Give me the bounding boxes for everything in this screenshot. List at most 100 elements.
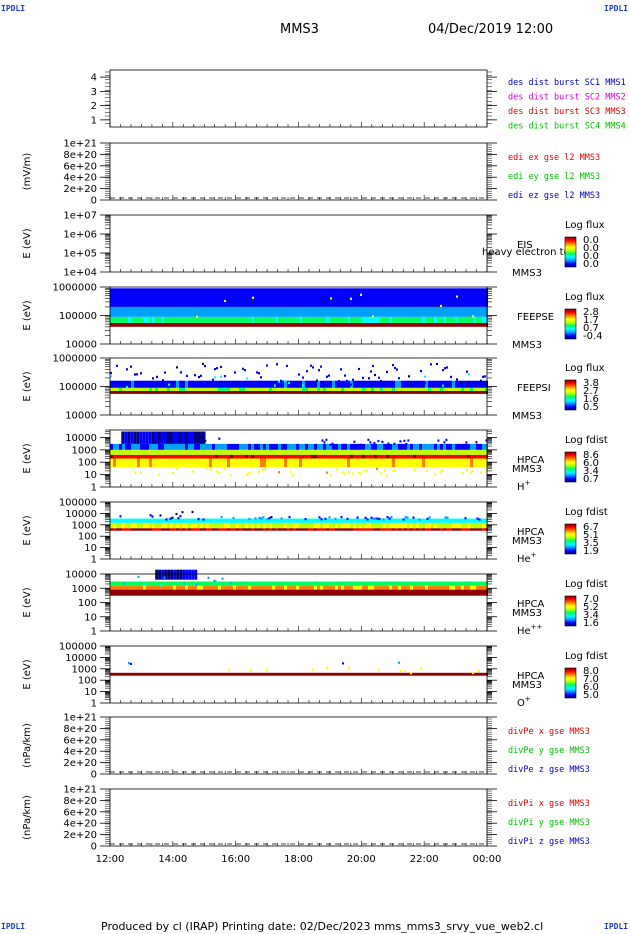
spectrogram-cell — [287, 528, 290, 531]
spectrogram-cell — [430, 363, 432, 366]
spectrogram-cell — [377, 443, 380, 450]
spectrogram-cell — [173, 380, 176, 388]
spectrogram-cell — [224, 672, 227, 676]
spectrogram-cell — [338, 390, 341, 394]
spectrogram-cell — [200, 458, 203, 468]
spectrogram-cell — [443, 518, 446, 523]
spectrogram-cell — [123, 582, 126, 585]
spectrogram-cell — [380, 306, 383, 317]
spectrogram-cell — [437, 449, 440, 455]
spectrogram-cell — [251, 581, 254, 586]
spectrogram-cell — [197, 390, 200, 394]
spectrogram-cell — [368, 288, 371, 307]
spectrogram-cell — [212, 443, 215, 450]
spectrogram-cell — [165, 518, 168, 521]
spectrogram-cell — [431, 589, 434, 596]
spectrogram-cell — [296, 528, 299, 531]
spectrogram-cell — [146, 454, 149, 459]
spectrogram-cell — [199, 431, 203, 444]
spectrogram-cell — [122, 322, 125, 327]
spectrogram-cell — [155, 288, 158, 307]
spectrogram-cell — [158, 454, 161, 459]
spectrogram-cell — [266, 443, 269, 450]
spectrogram-cell — [482, 454, 485, 459]
spectrogram-cell — [482, 316, 485, 323]
x-tick-label: 00:00 — [473, 854, 502, 865]
spectrogram-cell — [281, 380, 284, 388]
spectrogram-cell — [179, 454, 182, 459]
spectrogram-cell — [383, 390, 386, 394]
spectrogram-cell — [365, 528, 368, 531]
spectrogram-cell — [116, 322, 119, 327]
spectrogram-cell — [182, 380, 185, 388]
spectrogram-cell — [332, 581, 335, 586]
spectrogram-cell — [428, 518, 431, 523]
spectrogram-cell — [305, 581, 308, 586]
legend-entry: edi ex gse l2 MMS3 — [508, 153, 600, 163]
spectrogram-cell — [242, 367, 244, 370]
spacecraft-label: MMS3 — [512, 608, 542, 619]
spectrogram-cell — [248, 306, 251, 317]
legend-entry: edi ez gse l2 MMS3 — [508, 191, 600, 201]
spectrogram-cell — [293, 288, 296, 307]
spectrogram-cell — [188, 380, 191, 388]
spectrogram-cell — [372, 315, 374, 318]
spectrogram-cell — [284, 454, 287, 459]
spectrogram-cell — [464, 306, 467, 317]
spectrogram-cell — [404, 316, 407, 323]
spectrogram-cell — [314, 522, 317, 529]
spectrogram-cell — [185, 522, 188, 529]
spacecraft-label: MMS3 — [512, 680, 542, 691]
spectrogram-cell — [242, 585, 245, 590]
spectrogram-cell — [370, 516, 373, 519]
spectrogram-cell — [131, 528, 134, 531]
spectrogram-cell — [317, 589, 320, 596]
spectrogram-cell — [359, 288, 362, 307]
spectrogram-cell — [254, 585, 257, 590]
spectrogram-cell — [143, 322, 146, 327]
spectrogram-cell — [368, 589, 371, 596]
spectrogram-cell — [230, 522, 233, 529]
spectrogram-cell — [245, 585, 248, 590]
spectrogram-cell — [350, 306, 353, 317]
y-axis-label: E (eV) — [22, 371, 33, 401]
spectrogram-cell — [350, 672, 353, 676]
y-tick-label: 2 — [91, 101, 97, 112]
spectrogram-cell — [320, 449, 323, 455]
spectrogram-cell — [400, 669, 402, 673]
spectrogram-cell — [197, 581, 200, 586]
spectrogram-cell — [110, 322, 113, 327]
spectrogram-cell — [482, 589, 485, 596]
spectrogram-cell — [260, 585, 263, 590]
spectrogram-cell — [464, 672, 467, 676]
spectrogram-cell — [260, 376, 262, 379]
spectrogram-cell — [410, 581, 413, 586]
spectrogram-cell — [364, 470, 366, 473]
spectrogram-cell — [410, 306, 413, 317]
spectrogram-cell — [461, 672, 464, 676]
spectrogram-cell — [218, 322, 221, 327]
spectrogram-cell — [332, 380, 335, 388]
spectrogram-cell — [281, 443, 284, 450]
spectrogram-cell — [251, 454, 254, 459]
spectrogram-cell — [455, 589, 458, 596]
spectrogram-cell — [216, 470, 218, 473]
spectrogram-cell — [332, 443, 335, 450]
y-tick-label: 10 — [84, 612, 97, 623]
spectrogram-cell — [461, 387, 464, 391]
spectrogram-cell — [245, 322, 248, 327]
spectrogram-cell — [377, 380, 380, 388]
spectrogram-cell — [356, 316, 359, 323]
spectrogram-cell — [212, 288, 215, 307]
spectrogram-cell — [212, 518, 215, 523]
spectrogram-cell — [478, 518, 481, 521]
spectrogram-cell — [431, 443, 434, 450]
spectrogram-cell — [428, 380, 431, 388]
spectrogram-cell — [368, 449, 371, 455]
spectrogram-cell — [410, 518, 413, 523]
spectrogram-cell — [110, 454, 113, 459]
spectrogram-cell — [479, 316, 482, 323]
spectrogram-cell — [254, 306, 257, 317]
spectrogram-cell — [239, 585, 242, 590]
spectrogram-cell — [158, 581, 161, 586]
